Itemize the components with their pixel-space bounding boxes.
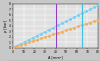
Point [20, 43, 22, 44]
Point [45, 31, 46, 32]
Point [73, 17, 74, 18]
Point [93, 7, 95, 8]
Point [85, 23, 87, 24]
Point [49, 29, 50, 30]
Point [57, 25, 58, 26]
Point [16, 45, 18, 46]
Point [65, 30, 66, 31]
Point [69, 19, 70, 20]
Point [20, 44, 22, 45]
Point [36, 39, 38, 40]
Point [40, 33, 42, 34]
Point [12, 47, 14, 48]
Point [65, 21, 66, 22]
Point [89, 22, 91, 23]
Point [45, 37, 46, 38]
Point [28, 42, 30, 43]
Point [32, 37, 34, 38]
Point [16, 46, 18, 47]
Point [49, 35, 50, 36]
Point [81, 25, 83, 26]
Point [97, 5, 99, 6]
Point [53, 27, 54, 28]
Point [73, 27, 74, 28]
Point [53, 34, 54, 35]
Point [28, 39, 30, 40]
Point [89, 9, 91, 10]
Point [81, 13, 83, 14]
Point [24, 41, 26, 42]
Point [61, 23, 62, 24]
Y-axis label: p [bar]: p [bar] [4, 20, 8, 32]
Point [77, 15, 79, 16]
X-axis label: A [mm²]: A [mm²] [48, 55, 63, 59]
Point [24, 43, 26, 44]
Point [61, 31, 62, 32]
Point [36, 35, 38, 36]
Point [85, 11, 87, 12]
Point [97, 19, 99, 20]
Point [77, 26, 79, 27]
Point [57, 33, 58, 34]
Point [12, 47, 14, 48]
Point [93, 21, 95, 22]
Point [69, 29, 70, 30]
Point [40, 38, 42, 39]
